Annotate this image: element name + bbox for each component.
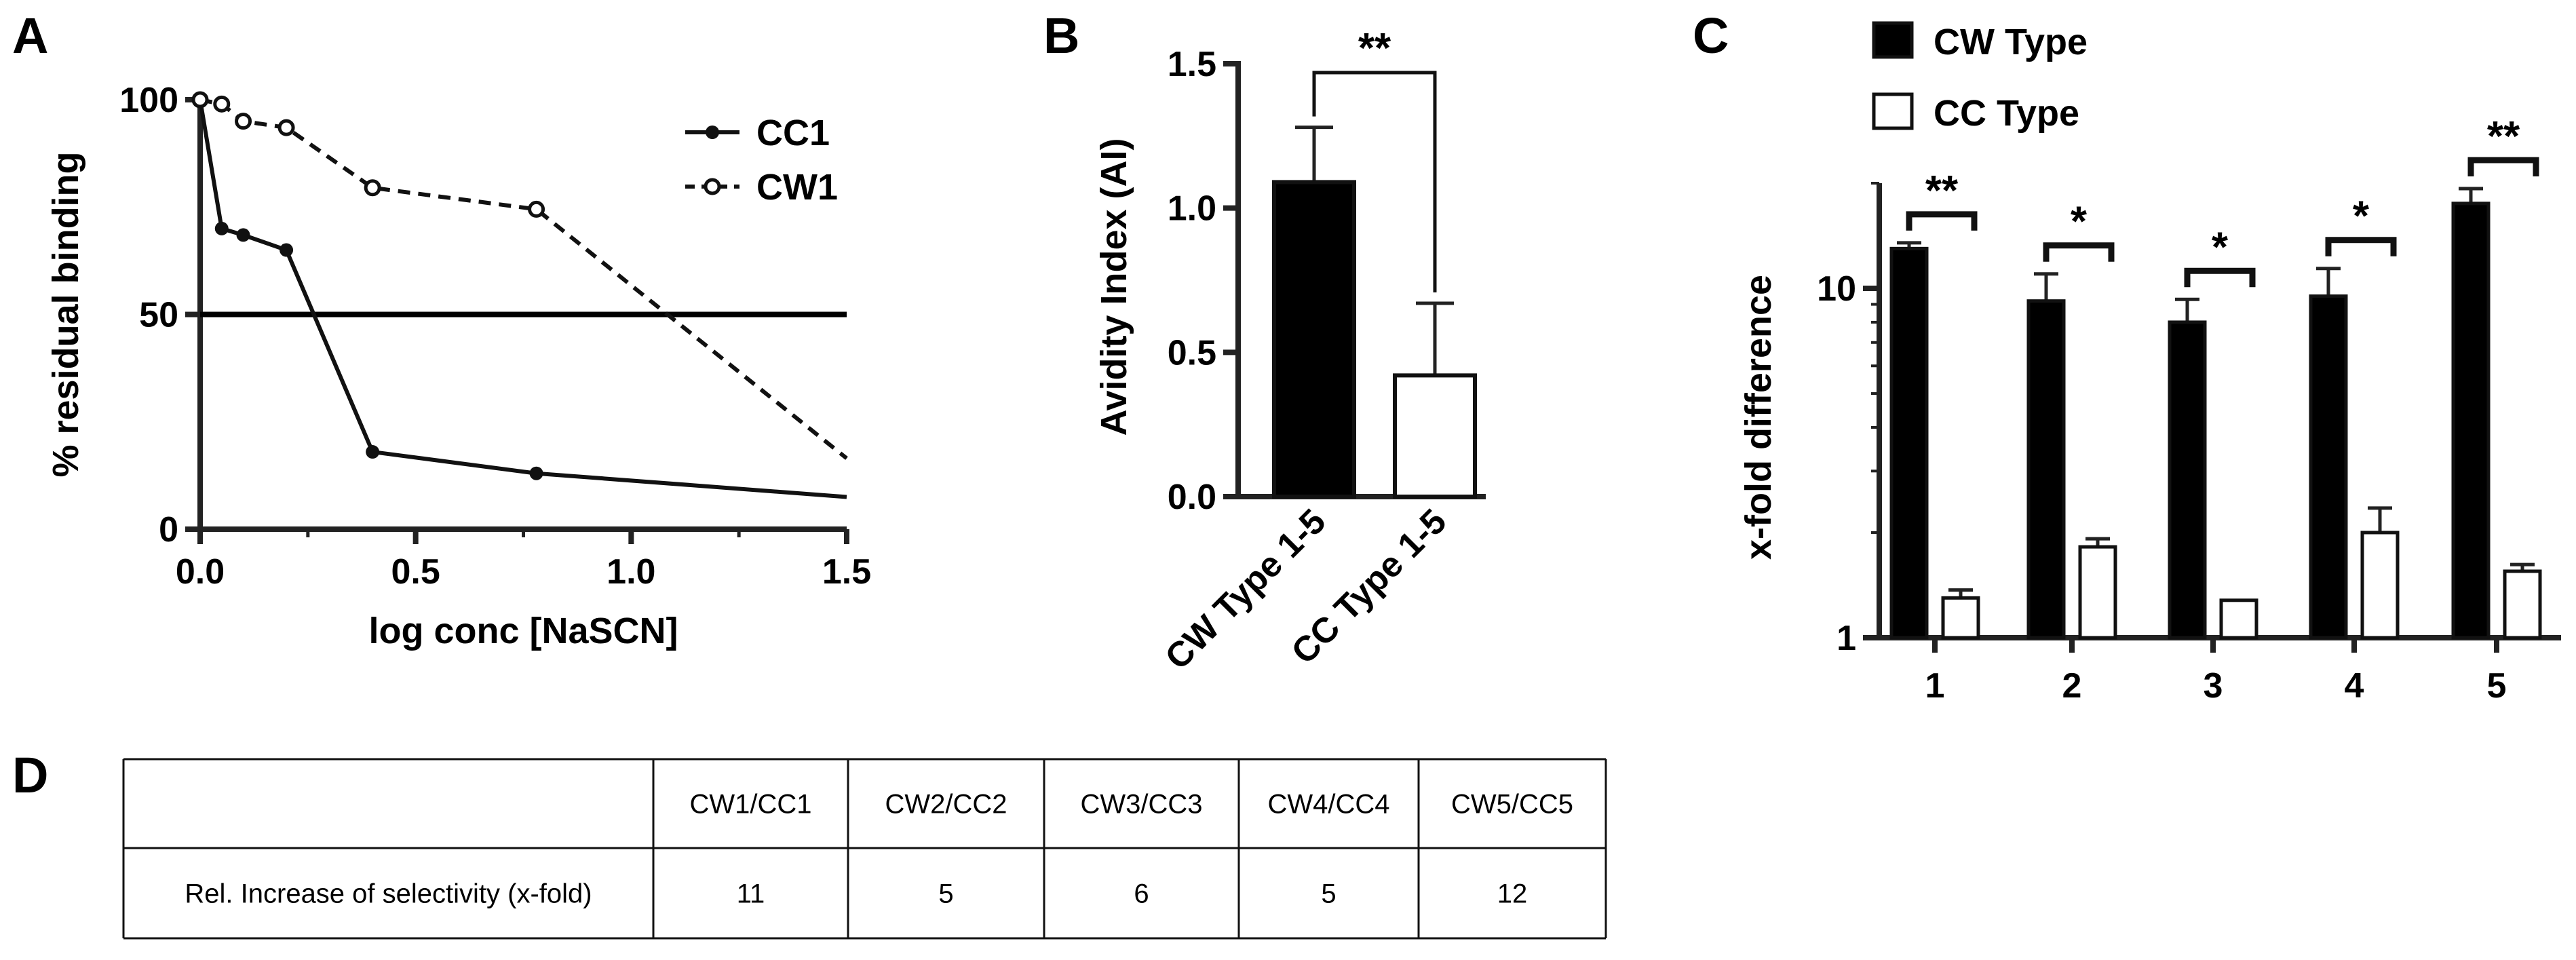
- x-category-label: 3: [2204, 666, 2223, 706]
- significance-bracket: [1312, 71, 1437, 293]
- bar-cw-4: [2309, 294, 2348, 640]
- y-tick-label: 100: [119, 81, 178, 120]
- legend-label-cw1: CW1: [756, 167, 838, 208]
- x-tick-label: 0.5: [391, 552, 440, 592]
- table-cell: 12: [1497, 879, 1528, 909]
- x-category-label: 1: [1925, 666, 1945, 706]
- x-category-label: 2: [2062, 666, 2082, 706]
- significance-label: **: [2487, 113, 2520, 160]
- y-axis-label: Avidity Index (AI): [1094, 138, 1134, 436]
- significance-bracket: [2043, 242, 2115, 262]
- table-header-cell: CW1/CC1: [689, 790, 811, 820]
- legend-swatch-cw: [1872, 21, 1914, 59]
- data-point-cc1: [366, 445, 380, 459]
- bar-cw-2: [2026, 299, 2066, 640]
- data-point-cw1: [364, 179, 381, 197]
- data-point-cc1: [280, 243, 294, 257]
- x-tick-label: 1.0: [607, 552, 655, 592]
- table-cell: 6: [1134, 879, 1149, 909]
- significance-label: *: [2071, 199, 2088, 246]
- significance-label: **: [1358, 25, 1391, 72]
- significance-label: **: [1925, 168, 1959, 214]
- significance-bracket: [1906, 211, 1978, 231]
- x-category-label: 5: [2487, 666, 2507, 706]
- bar-cc: [1393, 373, 1477, 499]
- table-cell: 5: [1321, 879, 1336, 909]
- legend-label-cc: CC Type: [1934, 93, 2079, 134]
- y-axis-label: % residual binding: [45, 151, 86, 477]
- bar-cc-1: [1941, 596, 1980, 640]
- data-point-cc1: [236, 228, 250, 242]
- x-axis-label: log conc [NaSCN]: [368, 611, 678, 651]
- y-tick-label: 1.5: [1168, 45, 1216, 84]
- panel-letter-c: C: [1693, 7, 1729, 64]
- legend-swatch-cc: [1872, 92, 1914, 130]
- data-point-cw1: [277, 119, 295, 136]
- table-header-cell: CW5/CC5: [1451, 790, 1573, 820]
- significance-label: *: [2353, 193, 2370, 240]
- panel-letter-d: D: [12, 747, 48, 803]
- y-tick-label: 1.0: [1168, 189, 1216, 229]
- legend-label-cw: CW Type: [1934, 22, 2088, 62]
- bar-cc-2: [2078, 545, 2117, 640]
- bar-cw-3: [2168, 320, 2207, 640]
- bar-cw-5: [2451, 201, 2491, 640]
- legend-marker-cw1: [704, 178, 721, 195]
- legend-marker-cc1: [706, 126, 719, 139]
- y-axis-label: x-fold difference: [1738, 275, 1779, 560]
- significance-label: *: [2212, 224, 2229, 271]
- significance-bracket: [2467, 157, 2539, 176]
- y-tick-label: 1: [1837, 619, 1856, 658]
- table-header-cell: CW3/CC3: [1080, 790, 1202, 820]
- series-line-cc1: [198, 99, 847, 499]
- table-header-cell: CW2/CC2: [885, 790, 1007, 820]
- legend-label-cc1: CC1: [756, 113, 830, 153]
- y-tick-label: 0.5: [1168, 333, 1216, 372]
- panel-letter-a: A: [12, 7, 48, 64]
- x-tick-label: 1.5: [822, 552, 871, 592]
- table-header-cell: CW4/CC4: [1267, 790, 1389, 820]
- bar-cc-5: [2503, 569, 2542, 640]
- data-point-cc1: [529, 466, 543, 480]
- bar-cw-1: [1889, 246, 1929, 640]
- panel-a-line-chart: A 0 50 100 0.0 0.5 1.0 1.5 log conc [NaSCN] % res…: [12, 7, 871, 651]
- table-cell: 11: [737, 879, 765, 909]
- data-point-cc1: [214, 221, 229, 235]
- table-row-label: Rel. Increase of selectivity (x-fold): [185, 879, 592, 909]
- data-point-cw1: [235, 113, 252, 130]
- x-category-label: 4: [2345, 666, 2364, 706]
- table-cell: 5: [938, 879, 953, 909]
- x-tick-label: 0.0: [176, 552, 225, 592]
- y-tick-label: 0: [159, 510, 178, 550]
- bar-cw: [1272, 180, 1356, 499]
- data-point-cw1: [213, 95, 231, 113]
- y-tick-label: 0.0: [1168, 478, 1216, 517]
- bar-cc-4: [2360, 531, 2400, 640]
- y-tick-label: 10: [1817, 269, 1856, 309]
- data-point-cw1: [191, 91, 209, 109]
- panel-letter-b: B: [1043, 7, 1079, 64]
- significance-bracket: [2184, 267, 2256, 288]
- y-tick-label: 50: [139, 296, 178, 335]
- bar-cc-3: [2219, 598, 2258, 640]
- panel-d-table: D CW1/CC1 CW2/CC2 CW3/CC3 CW4/CC4 CW5/CC5 Rel.…: [12, 747, 1607, 940]
- data-point-cw1: [528, 200, 545, 218]
- significance-bracket: [2325, 237, 2397, 256]
